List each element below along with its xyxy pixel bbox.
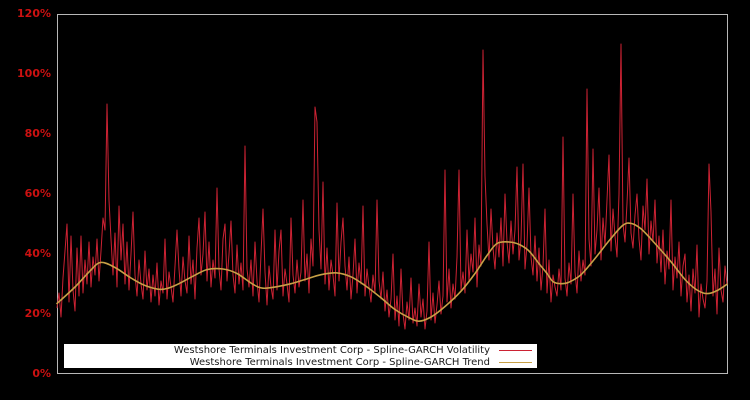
legend-entry-volatility: Westshore Terminals Investment Corp - Sp… [64, 344, 537, 356]
trend-series-line [56, 222, 728, 323]
y-tick-label: 20% [24, 307, 51, 320]
legend-entry-trend: Westshore Terminals Investment Corp - Sp… [64, 356, 537, 368]
y-tick-label: 120% [17, 7, 51, 20]
y-tick-label: 80% [24, 127, 51, 140]
trend-line-sample-icon [499, 361, 532, 363]
legend-label-volatility: Westshore Terminals Investment Corp - Sp… [173, 344, 490, 356]
plot-area-border [57, 14, 728, 374]
y-tick-label: 60% [24, 187, 51, 200]
volatility-series-line [56, 43, 728, 330]
y-tick-label: 100% [17, 67, 51, 80]
legend-label-trend: Westshore Terminals Investment Corp - Sp… [189, 356, 490, 368]
y-tick-label: 40% [24, 247, 51, 260]
volatility-line-sample-icon [499, 349, 532, 351]
y-axis: 0% 20% 40% 60% 80% 100% 120% [0, 0, 51, 400]
y-tick-label: 0% [32, 367, 51, 380]
legend: Westshore Terminals Investment Corp - Sp… [64, 344, 537, 368]
